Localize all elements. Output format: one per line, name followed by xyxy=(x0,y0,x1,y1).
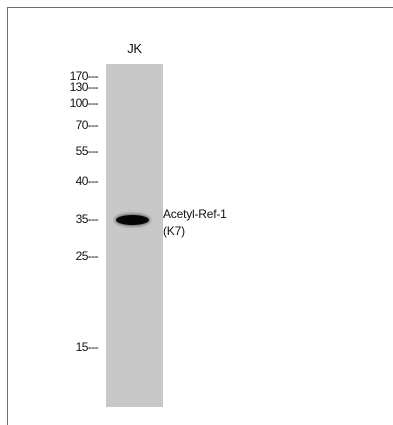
blot-lane xyxy=(106,64,163,407)
marker-35: 35--- xyxy=(75,212,99,226)
marker-170: 170--- xyxy=(69,69,99,83)
marker-25: 25--- xyxy=(75,249,99,263)
marker-130: 130--- xyxy=(69,80,99,94)
band-label-name: Acetyl-Ref-1 xyxy=(163,207,227,221)
band-label-site: (K7) xyxy=(163,224,185,238)
protein-band xyxy=(116,215,149,225)
lane-label: JK xyxy=(127,41,142,56)
marker-100: 100--- xyxy=(69,96,99,110)
frame-left-border xyxy=(7,7,8,425)
marker-55: 55--- xyxy=(75,144,99,158)
band-label: Acetyl-Ref-1 (K7) xyxy=(163,206,227,240)
frame-top-border xyxy=(7,7,393,8)
marker-40: 40--- xyxy=(75,174,99,188)
marker-70: 70--- xyxy=(75,118,99,132)
marker-15: 15--- xyxy=(75,340,99,354)
